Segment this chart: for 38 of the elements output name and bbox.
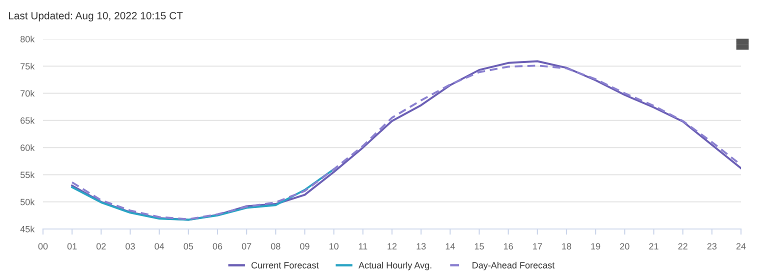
y-tick-label: 70k [20, 90, 35, 97]
x-tick-label: 10 [330, 243, 338, 250]
x-tick-label: 01 [67, 243, 77, 250]
x-tick-label: 08 [271, 243, 280, 250]
x-tick-label: 11 [358, 243, 368, 250]
line-series [71, 168, 335, 221]
x-tick-label: 04 [154, 243, 164, 250]
x-tick-label: 00 [38, 243, 48, 250]
y-tick-label: 65k [20, 117, 35, 124]
x-tick-label: 03 [126, 243, 135, 250]
x-tick-label: 02 [96, 243, 106, 250]
x-tick-label: 07 [242, 243, 252, 250]
x-tick-label: 23 [707, 243, 717, 250]
x-tick-label: 13 [416, 243, 426, 250]
y-tick-label: 60k [20, 144, 35, 151]
x-tick-label: 22 [678, 243, 688, 250]
y-tick-label: 55k [20, 171, 35, 178]
x-tick-label: 18 [562, 243, 572, 250]
x-tick-label: 15 [474, 243, 484, 250]
x-tick-label: 09 [300, 243, 310, 250]
legend-label: Day-Ahead Forecast [472, 262, 555, 270]
x-tick-label: 19 [591, 243, 600, 250]
x-tick-label: 17 [533, 243, 542, 250]
x-tick-label: 05 [184, 243, 194, 250]
y-tick-label: 50k [20, 198, 35, 206]
y-tick-label: 45k [20, 226, 35, 232]
x-tick-label: 20 [620, 243, 630, 250]
x-tick-label: 06 [212, 243, 222, 250]
x-tick-label: 24 [736, 243, 746, 250]
legend-label: Current Forecast [252, 262, 319, 268]
legend-label: Actual Hourly Avg. [358, 262, 432, 270]
y-tick-label: 80k [20, 36, 35, 42]
x-tick-label: 14 [446, 243, 455, 250]
x-tick-label: 21 [649, 243, 658, 250]
y-tick-label: 75k [20, 62, 35, 70]
x-tick-label: 16 [504, 243, 513, 250]
chart-title: Last Updated: Aug 10, 2022 10:15 CT [8, 12, 183, 22]
x-tick-label: 12 [388, 243, 397, 250]
